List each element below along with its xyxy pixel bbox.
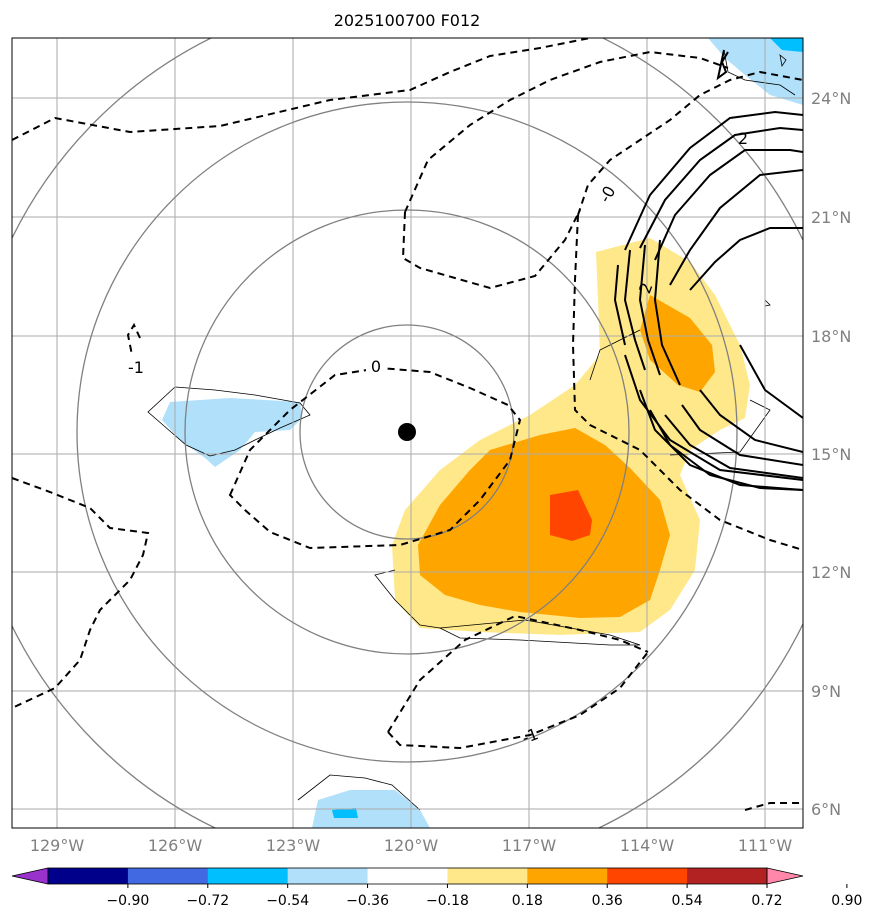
colorbar: −0.90 −0.72 −0.54 −0.36 −0.18 0.18 0.36 0.54 0.7…: [11, 867, 862, 909]
colorbar-extend-max: [766, 867, 804, 885]
range-rings: [12, 38, 803, 828]
colorbar-segment: [48, 868, 129, 884]
lat-label: 15°N: [811, 445, 851, 464]
colorbar-segment: [447, 868, 528, 884]
lat-label: 18°N: [811, 327, 851, 346]
lon-label: 123°W: [266, 836, 321, 855]
negative-shading-south-core: [332, 808, 358, 818]
colorbar-outline: [47, 867, 768, 885]
colorbar-segment: [287, 868, 369, 884]
colorbar-segment: [207, 868, 289, 884]
storm-center-marker: [398, 423, 416, 441]
lat-label: 12°N: [811, 563, 851, 582]
colorbar-segment: [607, 868, 688, 884]
lat-label: 21°N: [811, 208, 851, 227]
colorbar-tick-label: −0.18: [426, 893, 469, 909]
colorbar-tick-label: −0.90: [106, 893, 149, 909]
solid-contours: [613, 49, 803, 491]
colorbar-tick-label: 0.36: [592, 893, 623, 909]
lon-label: 111°W: [738, 836, 793, 855]
dashed-contours: [12, 38, 803, 811]
colorbar-tick-label: 0.18: [512, 893, 543, 909]
colorbar-tick-label: −0.54: [266, 893, 309, 909]
contour-label-minus-one-west: -1: [128, 358, 144, 377]
colorbar-tick-label: −0.36: [346, 893, 389, 909]
negative-shading-northeast: [708, 38, 803, 105]
colorbar-tick-label: 0.72: [751, 893, 782, 909]
lon-label: 126°W: [148, 836, 203, 855]
contour-label-two-upper: 2: [738, 129, 748, 148]
colorbar-segment: [367, 868, 448, 884]
colorbar-tick-label: 0.54: [672, 893, 703, 909]
colorbar-segment: [127, 868, 209, 884]
colorbar-extend-min: [11, 867, 49, 885]
contour-label-zero-center: 0: [371, 357, 381, 376]
positive-shading-orange-south: [418, 428, 670, 618]
lat-label: 6°N: [811, 800, 841, 819]
colorbar-tick-label: 0.90: [831, 893, 862, 909]
colorbar-segment: [527, 868, 608, 884]
lon-label: 129°W: [30, 836, 85, 855]
map-frame: [11, 37, 804, 829]
map-content: 0 -1 -0 2 2 -1: [12, 38, 803, 828]
lat-label: 9°N: [811, 682, 841, 701]
lon-label: 114°W: [620, 836, 675, 855]
contour-label-minus-one-south: -1: [519, 724, 540, 747]
lat-label: 24°N: [811, 89, 851, 108]
lon-label: 117°W: [502, 836, 557, 855]
map-title: 2025100700 F012: [334, 11, 481, 30]
positive-shading-red: [550, 490, 592, 541]
negative-shading-northeast-core: [770, 38, 803, 52]
latitude-labels: 24°N 21°N 18°N 15°N 12°N 9°N 6°N: [811, 89, 851, 819]
longitude-labels: 129°W 126°W 123°W 120°W 117°W 114°W 111°…: [30, 836, 793, 855]
contour-labels: 0 -1 -0 2 2 -1: [128, 129, 748, 747]
lon-label: 120°W: [384, 836, 439, 855]
colorbar-segment: [687, 868, 768, 884]
colorbar-tick-label: −0.72: [186, 893, 229, 909]
